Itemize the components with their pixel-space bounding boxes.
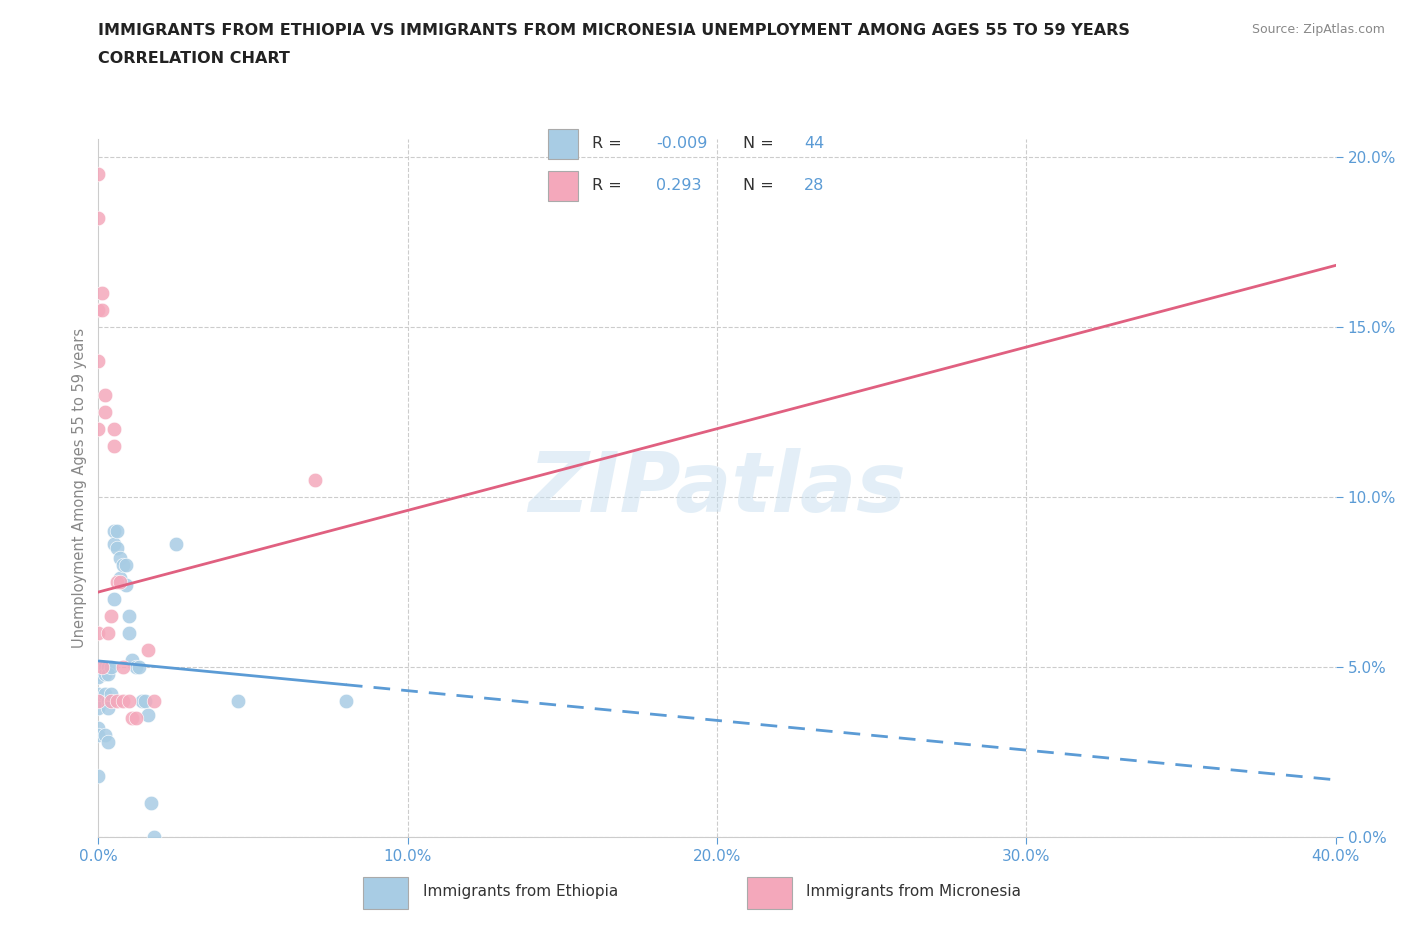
- Text: 44: 44: [804, 136, 824, 151]
- Point: [87, 686, 110, 701]
- Point: [103, 591, 125, 606]
- FancyBboxPatch shape: [363, 876, 408, 910]
- Point: [226, 694, 249, 709]
- Point: [93, 659, 115, 674]
- Point: [100, 659, 122, 674]
- Point: [118, 694, 141, 709]
- Text: R =: R =: [592, 136, 621, 151]
- Point: [97, 735, 120, 750]
- Point: [97, 659, 120, 674]
- Point: [93, 666, 115, 681]
- Point: [103, 421, 125, 436]
- Point: [87, 302, 110, 317]
- Point: [121, 653, 143, 668]
- Point: [105, 540, 128, 555]
- Text: N =: N =: [744, 136, 775, 151]
- Point: [124, 659, 146, 674]
- Point: [105, 524, 128, 538]
- Text: 0.293: 0.293: [655, 179, 702, 193]
- Point: [304, 472, 326, 487]
- Y-axis label: Unemployment Among Ages 55 to 59 years: Unemployment Among Ages 55 to 59 years: [72, 328, 87, 648]
- Point: [87, 166, 110, 181]
- Point: [103, 524, 125, 538]
- Point: [112, 659, 135, 674]
- Point: [105, 575, 128, 590]
- Point: [87, 768, 110, 783]
- Point: [112, 694, 135, 709]
- Point: [97, 694, 120, 709]
- Point: [93, 686, 115, 701]
- Point: [136, 643, 159, 658]
- Point: [87, 721, 110, 736]
- Point: [93, 727, 115, 742]
- Point: [90, 286, 112, 300]
- Point: [134, 694, 156, 709]
- Point: [128, 659, 150, 674]
- Point: [143, 694, 166, 709]
- Point: [100, 694, 122, 709]
- FancyBboxPatch shape: [748, 876, 792, 910]
- Point: [115, 557, 138, 572]
- FancyBboxPatch shape: [548, 171, 578, 201]
- Point: [87, 659, 110, 674]
- Text: R =: R =: [592, 179, 621, 193]
- Text: 28: 28: [804, 179, 824, 193]
- Point: [118, 608, 141, 623]
- Text: -0.009: -0.009: [655, 136, 707, 151]
- Point: [97, 700, 120, 715]
- Point: [335, 694, 357, 709]
- Text: ZIPatlas: ZIPatlas: [529, 447, 905, 529]
- Point: [108, 551, 131, 565]
- Point: [97, 666, 120, 681]
- Point: [143, 830, 166, 844]
- Point: [105, 694, 128, 709]
- Point: [87, 421, 110, 436]
- Point: [93, 387, 115, 402]
- Point: [90, 659, 112, 674]
- Point: [87, 727, 110, 742]
- Point: [87, 666, 110, 681]
- Text: Immigrants from Micronesia: Immigrants from Micronesia: [806, 884, 1021, 899]
- Point: [121, 711, 143, 725]
- Point: [87, 353, 110, 368]
- Point: [108, 575, 131, 590]
- Point: [139, 795, 162, 810]
- Point: [97, 625, 120, 640]
- Text: CORRELATION CHART: CORRELATION CHART: [98, 51, 290, 66]
- Point: [118, 625, 141, 640]
- Text: Source: ZipAtlas.com: Source: ZipAtlas.com: [1251, 23, 1385, 36]
- Point: [87, 210, 110, 225]
- Point: [124, 711, 146, 725]
- Point: [100, 608, 122, 623]
- Point: [87, 670, 110, 684]
- Point: [103, 537, 125, 551]
- Point: [108, 571, 131, 586]
- Point: [93, 405, 115, 419]
- Point: [165, 537, 187, 551]
- Point: [112, 557, 135, 572]
- Point: [115, 578, 138, 592]
- Point: [87, 694, 110, 709]
- Point: [87, 625, 110, 640]
- Point: [131, 694, 153, 709]
- Point: [103, 438, 125, 453]
- Point: [90, 302, 112, 317]
- FancyBboxPatch shape: [548, 129, 578, 159]
- Point: [87, 700, 110, 715]
- Point: [100, 686, 122, 701]
- Point: [87, 659, 110, 674]
- Text: IMMIGRANTS FROM ETHIOPIA VS IMMIGRANTS FROM MICRONESIA UNEMPLOYMENT AMONG AGES 5: IMMIGRANTS FROM ETHIOPIA VS IMMIGRANTS F…: [98, 23, 1130, 38]
- Text: Immigrants from Ethiopia: Immigrants from Ethiopia: [422, 884, 617, 899]
- Text: N =: N =: [744, 179, 775, 193]
- Point: [87, 694, 110, 709]
- Point: [136, 707, 159, 722]
